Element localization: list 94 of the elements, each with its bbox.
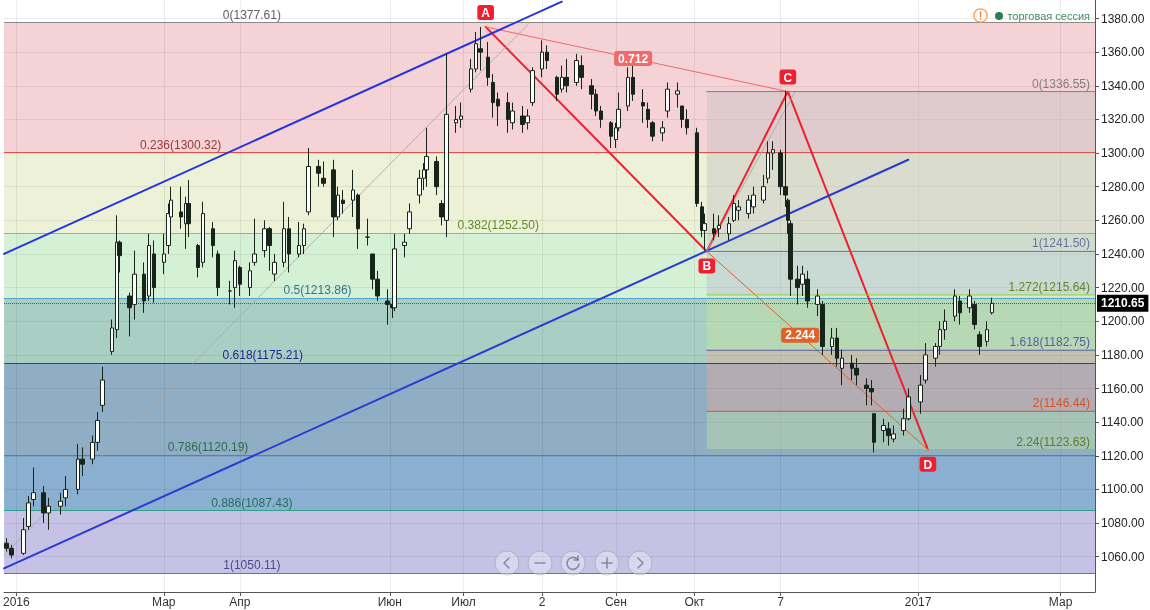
candlestick (736, 199, 741, 221)
candlestick (872, 413, 876, 453)
y-tick-label: 1260.00 (1101, 213, 1145, 228)
y-tick-label: 1340.00 (1101, 78, 1145, 93)
ref-line-label: 0.382(1252.50) (457, 217, 539, 232)
annotation: A (481, 5, 491, 20)
y-tick-label: 1080.00 (1101, 516, 1145, 531)
ref-line-label: 0.886(1087.43) (211, 495, 293, 510)
x-tick-label: Сен (604, 595, 627, 609)
candlestick (100, 366, 105, 413)
candlestick (248, 261, 252, 297)
ref-line-label: 1210.65 (1101, 296, 1145, 311)
candlestick (434, 155, 439, 196)
series-label: 1.618(1182.75) (1009, 335, 1090, 350)
y-tick-label: 1200.00 (1101, 314, 1145, 329)
series-label: 1(1241.50) (1031, 236, 1090, 251)
candlestick (211, 221, 215, 258)
y-tick-label: 1280.00 (1101, 179, 1145, 194)
y-tick-label: 1160.00 (1101, 381, 1144, 396)
y-tick-label: 1180.00 (1101, 347, 1144, 362)
candlestick (990, 297, 994, 315)
candlestick (272, 253, 277, 282)
candlestick (641, 88, 645, 124)
ref-line-label: 0.5(1213.86) (283, 282, 352, 297)
candlestick (321, 160, 326, 188)
candlestick (385, 288, 390, 326)
candlestick (63, 475, 68, 507)
candlestick (21, 517, 26, 556)
y-tick-label: 1120.00 (1101, 448, 1144, 463)
x-tick-label: Апр (229, 595, 251, 609)
candlestick (665, 81, 670, 119)
candlestick (650, 120, 655, 142)
y-tick-label: 1380.00 (1101, 11, 1145, 26)
candlestick (564, 58, 569, 93)
ref-line-label: 0(1377.61) (222, 7, 281, 22)
y-tick-label: 1060.00 (1101, 549, 1145, 564)
candlestick (977, 330, 982, 356)
candlestick (252, 218, 257, 267)
x-tick-label: 2 (538, 595, 546, 609)
y-tick-label: 1100.00 (1101, 482, 1144, 497)
y-tick-label: 1300.00 (1101, 146, 1145, 161)
candlestick (31, 467, 36, 507)
candlestick (316, 159, 321, 188)
candlestick (478, 26, 483, 72)
candlestick (58, 492, 63, 516)
x-tick-label: Окт (684, 595, 706, 609)
annotation: D (923, 457, 933, 472)
y-tick-label: 1140.00 (1101, 415, 1144, 430)
candlestick (923, 342, 928, 384)
candlestick (306, 147, 311, 216)
x-tick-label: 7 (777, 595, 785, 609)
series-label: 2.24(1123.63) (1016, 434, 1090, 449)
candlestick (675, 81, 680, 109)
annotation: 0.712 (618, 51, 649, 66)
x-tick-label: Мар (1048, 595, 1073, 609)
candlestick (727, 216, 731, 241)
candlestick (695, 127, 699, 208)
annotation: C (783, 70, 793, 85)
candlestick (402, 233, 407, 258)
series-label: 1.272(1215.64) (1008, 279, 1090, 294)
series-label: 2(1146.44) (1032, 396, 1090, 411)
candlestick (228, 280, 232, 305)
candlestick (646, 102, 650, 129)
ref-line-label: 0.236(1300.32) (139, 137, 222, 152)
annotation: 2.244 (785, 328, 816, 343)
x-tick-label: Июл (451, 595, 476, 609)
x-tick-label: 2017 (904, 595, 932, 609)
candlestick (216, 250, 220, 297)
candlestick (331, 159, 336, 238)
candlestick (918, 374, 923, 415)
candlestick (365, 218, 370, 247)
candlestick (985, 320, 989, 347)
y-tick-label: 1320.00 (1101, 112, 1145, 127)
candlestick (407, 203, 412, 235)
y-tick-label: 1240.00 (1101, 246, 1145, 261)
ref-line-label: 0.786(1120.19) (167, 440, 249, 455)
candlestick (761, 174, 766, 204)
annotation: торговая сессия (1007, 8, 1090, 23)
x-tick-label: Июн (377, 595, 402, 609)
series-label: 0(1336.55) (1031, 76, 1090, 91)
ref-line-label: 1(1050.11) (223, 558, 281, 573)
annotation: B (702, 259, 712, 274)
x-tick-label: 2016 (3, 595, 31, 609)
candlestick (660, 120, 665, 142)
y-tick-label: 1220.00 (1101, 280, 1145, 295)
x-tick-label: Мар (152, 595, 176, 609)
candlestick (424, 127, 429, 188)
candlestick (854, 357, 859, 386)
candlestick (486, 41, 490, 87)
ref-line-label: 0.618(1175.21) (222, 347, 304, 362)
candlestick (162, 233, 166, 275)
y-tick-label: 1360.00 (1101, 45, 1145, 60)
candlestick (26, 495, 31, 531)
candlestick (530, 66, 535, 107)
